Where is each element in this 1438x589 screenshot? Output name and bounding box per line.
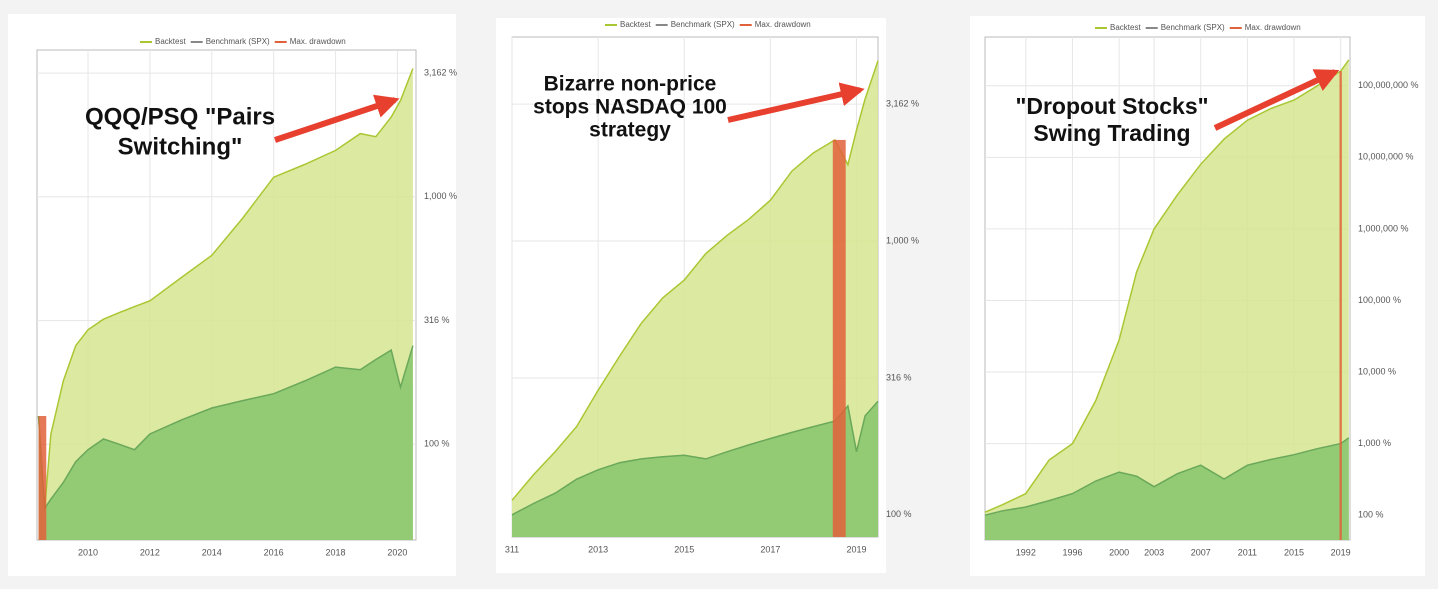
legend-label: Max. drawdown <box>1245 23 1301 32</box>
legend-label: Backtest <box>620 20 651 29</box>
series-line <box>511 60 879 501</box>
series-line <box>984 59 1350 513</box>
x-tick-label: 1996 <box>1062 547 1082 557</box>
annotation: stops NASDAQ 100 <box>533 96 727 119</box>
y-tick-label: 100 % <box>424 439 450 449</box>
annotation: "Dropout Stocks" <box>1015 93 1208 119</box>
legend-label: Max. drawdown <box>290 37 346 46</box>
drawdown-bar <box>832 139 846 538</box>
legend-label: Benchmark (SPX) <box>1161 23 1225 32</box>
x-tick-label: 2010 <box>78 547 98 557</box>
legend-label: Benchmark (SPX) <box>671 20 735 29</box>
y-tick-label: 1,000 % <box>424 191 457 201</box>
series-line <box>984 437 1350 516</box>
x-tick-label: 2014 <box>202 547 222 557</box>
x-tick-label: 2013 <box>588 544 608 554</box>
legend-label: Max. drawdown <box>755 20 811 29</box>
x-tick-label: 2011 <box>1238 547 1257 557</box>
y-tick-label: 3,162 % <box>886 98 919 108</box>
annotation-arrow <box>274 94 400 143</box>
x-tick-label: 2015 <box>674 544 694 554</box>
x-tick-label: 2007 <box>1191 547 1211 557</box>
area-fill <box>985 437 1349 540</box>
y-tick-label: 100,000 % <box>1358 295 1401 305</box>
y-tick-label: 1,000 % <box>1358 438 1391 448</box>
annotation: strategy <box>589 119 671 142</box>
x-tick-label: 2015 <box>1284 547 1304 557</box>
y-tick-label: 100 % <box>1358 510 1384 520</box>
x-tick-label: 2018 <box>326 547 346 557</box>
y-tick-label: 316 % <box>886 372 912 382</box>
x-tick-label: 2017 <box>760 544 780 554</box>
annotation: Bizarre non-price <box>544 73 717 96</box>
area-fill <box>512 60 878 538</box>
y-tick-label: 100 % <box>886 509 912 519</box>
x-tick-label: 2003 <box>1144 547 1164 557</box>
drawdown-bar <box>1339 71 1342 541</box>
y-tick-label: 3,162 % <box>424 67 457 77</box>
x-tick-label: 1992 <box>1016 547 1036 557</box>
y-tick-label: 1,000 % <box>886 235 919 245</box>
y-tick-label: 10,000 % <box>1358 366 1396 376</box>
y-tick-label: 100,000,000 % <box>1358 80 1419 90</box>
y-tick-label: 10,000,000 % <box>1358 152 1414 162</box>
annotation: QQQ/PSQ "Pairs <box>85 103 275 130</box>
legend-label: Benchmark (SPX) <box>206 37 270 46</box>
annotation-arrow <box>1213 69 1340 131</box>
series-line <box>511 400 879 516</box>
series-line <box>37 345 414 511</box>
x-tick-label: 2012 <box>140 547 160 557</box>
x-tick-label: 311 <box>505 544 519 554</box>
x-tick-label: 2000 <box>1109 547 1129 557</box>
x-tick-label: 2019 <box>846 544 866 554</box>
y-tick-label: 316 % <box>424 315 450 325</box>
legend-label: Backtest <box>1110 23 1141 32</box>
area-fill <box>38 345 413 540</box>
area-fill <box>985 59 1349 541</box>
annotation: Switching" <box>118 133 243 160</box>
annotation: Swing Trading <box>1033 120 1190 146</box>
x-tick-label: 2016 <box>264 547 284 557</box>
series-line <box>37 68 414 509</box>
area-fill <box>512 401 878 537</box>
x-tick-label: 2019 <box>1331 547 1351 557</box>
drawdown-bar <box>38 416 47 540</box>
legend-label: Backtest <box>155 37 186 46</box>
x-tick-label: 2020 <box>387 547 407 557</box>
annotation-arrow <box>727 82 865 123</box>
y-tick-label: 1,000,000 % <box>1358 223 1409 233</box>
